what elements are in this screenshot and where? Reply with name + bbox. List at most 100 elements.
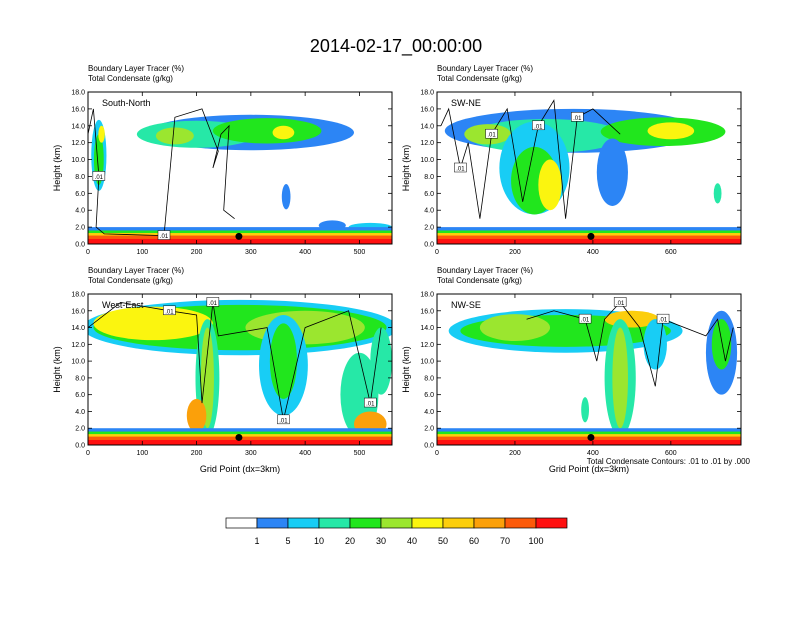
x-tick-label: 200 [191,249,203,256]
panels: .01 .01 0 100 200 300 400 500 0.0 2.0 4.0 6.0 8.0 10.… [52,64,742,474]
x-tick-label: 600 [665,450,677,457]
tracer-blob [713,183,722,204]
plot-area: .01 .01 .01 .01 [437,92,741,244]
y-tick-label: 14.0 [420,325,434,332]
panel-label: NW-SE [451,300,481,310]
left-string-1: Boundary Layer Tracer (%) [88,64,184,73]
location-marker [587,232,595,240]
colorbar-label: 40 [407,536,417,546]
contour-label-box [92,171,106,181]
colorbar-label: 20 [345,536,355,546]
y-tick-label: 6.0 [424,392,434,399]
x-axis-label: Grid Point (dx=3km) [200,464,280,474]
contour-label: .01 [616,301,625,307]
boundary-layer-band [88,439,392,445]
x-tick-label: 0 [86,249,90,256]
y-tick-label: 18.0 [71,90,85,97]
x-axis-label: Grid Point (dx=3km) [549,464,629,474]
panel-label: West-East [102,300,144,310]
y-axis-label: Height (km) [401,346,411,393]
contour-label-box [578,313,592,324]
plot-area: .01 .01 .01 .01 [88,294,392,445]
x-tick-label: 400 [587,249,599,256]
contour-label: .01 [366,402,375,408]
plot-area: .01 .01 [88,92,392,244]
location-marker [587,433,595,441]
contour-label-box [656,313,670,324]
location-marker [235,232,243,240]
boundary-layer-band [88,238,392,244]
x-tick-label: 0 [435,249,439,256]
panel-west-east: .01 .01 .01 .01 0 100 200 300 400 500 0.0 2.0 4.0 6.0… [52,266,393,474]
contour-label: .01 [279,418,288,424]
colorbar-cell [318,517,351,529]
panel-south-north: .01 .01 0 100 200 300 400 500 0.0 2.0 4.0 6.0 8.0 10.… [52,64,393,256]
panel-nw-se: .01 .01 .01 0 200 400 600 0.0 2.0 4.0 6.0 8.0 10.0 12… [401,266,742,474]
y-tick-label: 8.0 [424,174,434,181]
y-tick-label: 16.0 [71,106,85,113]
contour-label-box [454,162,467,173]
left-string-1: Boundary Layer Tracer (%) [437,266,533,275]
left-string-2: Total Condensate (g/kg) [88,74,173,83]
left-string-2: Total Condensate (g/kg) [437,74,522,83]
x-tick-label: 500 [354,450,366,457]
y-tick-label: 12.0 [71,140,85,147]
y-tick-label: 16.0 [71,308,85,315]
panel-label: South-North [102,98,151,108]
x-tick-label: 400 [299,450,311,457]
tracer-blob [186,398,207,433]
tracer-blob [281,184,291,210]
contour-label: .01 [534,124,543,130]
contour-label-box [157,230,171,240]
y-tick-label: 6.0 [75,392,85,399]
y-tick-label: 14.0 [71,325,85,332]
left-string-2: Total Condensate (g/kg) [88,276,173,285]
x-tick-label: 400 [299,249,311,256]
y-tick-label: 16.0 [420,308,434,315]
colorbar-cell [473,517,506,529]
tracer-blob [538,159,562,211]
y-tick-label: 14.0 [71,123,85,130]
plot-background [88,92,392,244]
y-tick-label: 10.0 [71,359,85,366]
y-tick-label: 18.0 [420,292,434,299]
y-tick-label: 10.0 [420,359,434,366]
tracer-blob [155,127,194,145]
y-tick-label: 0.0 [424,443,434,450]
colorbar-label: 70 [500,536,510,546]
colorbar-cell [380,517,413,529]
x-tick-label: 300 [245,249,257,256]
colorbar-cell [256,517,289,529]
tracer-blob [269,323,297,399]
colorbar-cell [349,517,382,529]
panel-frame [87,91,393,245]
colorbar-label: 100 [528,536,543,546]
colorbar-cell [535,517,568,529]
colorbar: 1 5 10 20 30 40 50 60 70 100 [225,517,568,546]
y-tick-label: 10.0 [71,157,85,164]
contour-label-box [613,297,627,307]
contour-label: .01 [209,301,218,307]
contour-label-box [485,128,498,139]
colorbar-cell [287,517,320,529]
boundary-layer-band [437,439,741,445]
contour-label: .01 [581,318,590,324]
tracer-blob [212,118,322,144]
x-tick-label: 100 [136,249,148,256]
x-tick-label: 600 [665,249,677,256]
contour-label: .01 [487,133,496,139]
tracer-blob [98,125,105,143]
y-tick-label: 12.0 [420,140,434,147]
footnote: Total Condensate Contours: .01 to .01 by… [587,457,751,466]
y-axis-label: Height (km) [52,346,62,393]
y-tick-label: 0.0 [424,242,434,249]
x-tick-label: 0 [435,450,439,457]
y-tick-label: 6.0 [424,191,434,198]
colorbar-label: 10 [314,536,324,546]
contour-label-box [571,112,584,122]
x-tick-label: 0 [86,450,90,457]
colorbar-label: 50 [438,536,448,546]
contour-label-box [277,414,290,425]
x-tick-label: 300 [245,450,257,457]
